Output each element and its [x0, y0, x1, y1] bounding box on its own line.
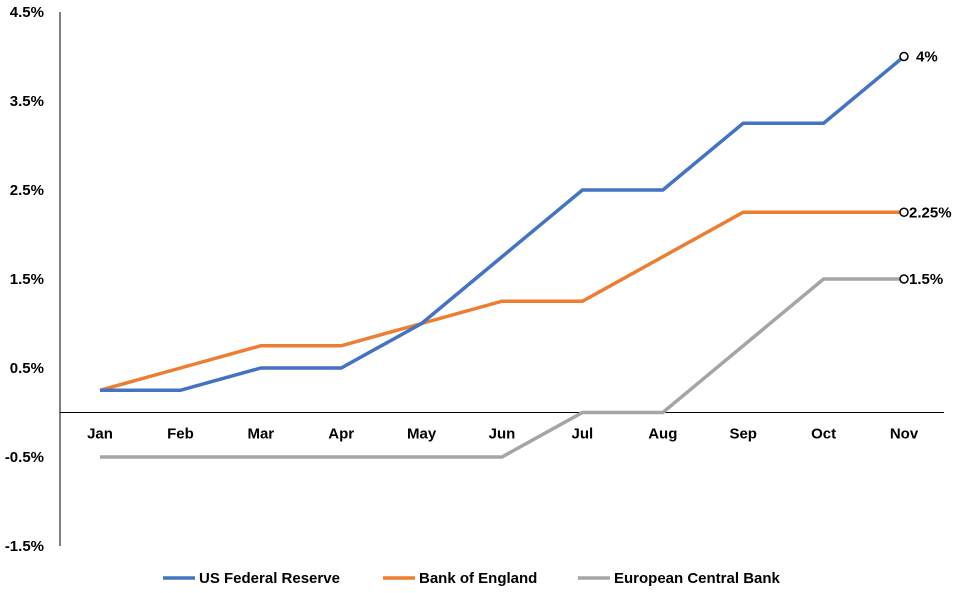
y-tick-label: 0.5% [10, 360, 44, 377]
x-tick-label: Aug [648, 426, 677, 443]
x-tick-label: Jan [87, 426, 113, 443]
y-axis-tick-labels: 4.5% 3.5% 2.5% 1.5% 0.5% -0.5% -1.5% [5, 4, 44, 555]
x-axis-tick-labels: Jan Feb Mar Apr May Jun Jul Aug Sep Oct Nov [87, 426, 919, 443]
end-labels: 4% 2.25% 1.5% [909, 49, 952, 289]
series-line [99, 210, 904, 392]
end-data-label: 2.25% [909, 204, 952, 221]
y-tick-label: 1.5% [10, 271, 44, 288]
x-tick-label: Oct [811, 426, 836, 443]
legend-entry-label: US Federal Reserve [199, 570, 340, 587]
legend-entry-label: European Central Bank [614, 570, 781, 587]
end-point-marker [899, 207, 909, 217]
series-line [100, 277, 904, 459]
y-tick-label: 3.5% [10, 93, 44, 110]
x-tick-label: Sep [729, 426, 757, 443]
y-tick-label: 2.5% [10, 182, 44, 199]
series-lines [99, 55, 906, 459]
y-tick-label: 4.5% [10, 4, 44, 21]
end-markers [899, 51, 909, 284]
x-tick-label: Nov [890, 426, 919, 443]
x-tick-label: Mar [247, 426, 274, 443]
x-tick-label: Jun [489, 426, 516, 443]
end-point-marker [899, 274, 909, 284]
end-point-marker [899, 51, 909, 62]
x-tick-label: Jul [572, 426, 594, 443]
legend: US Federal Reserve Bank of England Europea… [163, 570, 781, 587]
legend-entry-label: Bank of England [419, 570, 537, 587]
x-tick-label: May [407, 426, 437, 443]
end-data-label: 4% [916, 49, 938, 66]
x-tick-label: Apr [328, 426, 354, 443]
y-tick-label: -0.5% [5, 449, 44, 466]
series-line [100, 55, 906, 392]
y-tick-label: -1.5% [5, 538, 44, 555]
end-data-label: 1.5% [909, 271, 943, 288]
x-tick-label: Feb [167, 426, 194, 443]
